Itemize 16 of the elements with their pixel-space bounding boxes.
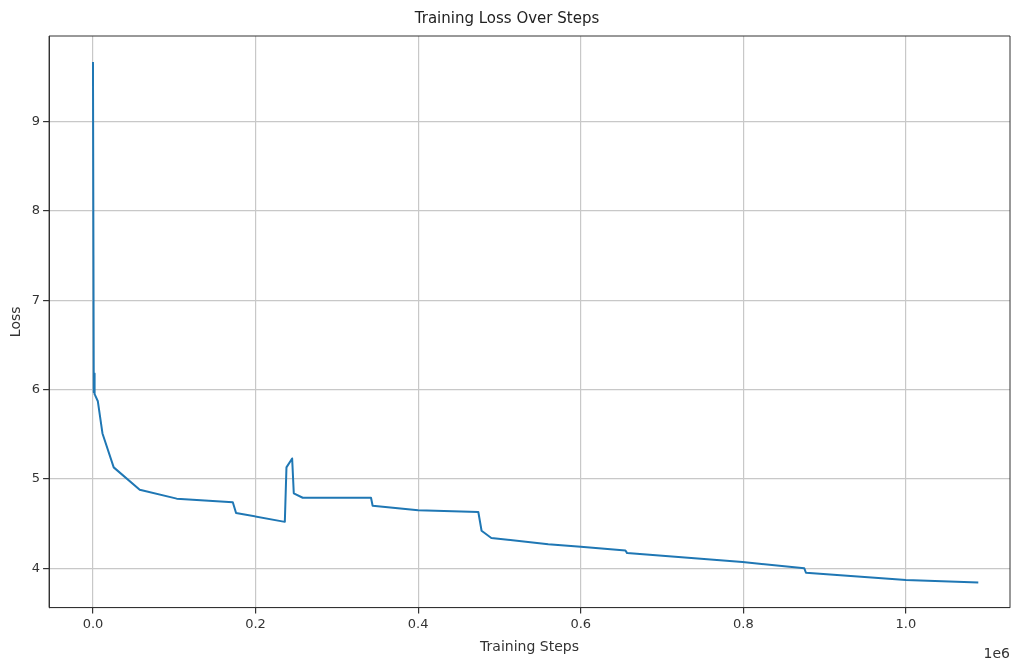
x-tick-label: 0.8: [733, 615, 754, 631]
x-tick-label: 0.2: [245, 615, 266, 631]
x-tick-label: 0.0: [82, 615, 104, 631]
y-tick-label: 9: [31, 113, 41, 129]
chart-title: Training Loss Over Steps: [413, 8, 600, 27]
y-tick-label: 4: [31, 559, 41, 575]
x-tick-label: 1.0: [895, 615, 917, 631]
y-axis-title: Loss: [7, 306, 24, 338]
y-tick-label: 6: [31, 381, 41, 397]
y-tick-label: 7: [31, 291, 41, 307]
y-tick-label: 8: [31, 202, 41, 218]
y-tick-label: 5: [31, 470, 41, 486]
x-tick-label: 0.6: [570, 615, 592, 631]
x-axis-title: Training Steps: [479, 638, 579, 655]
text: 1e6: [983, 645, 1011, 662]
x-tick-label: 0.4: [407, 615, 429, 631]
